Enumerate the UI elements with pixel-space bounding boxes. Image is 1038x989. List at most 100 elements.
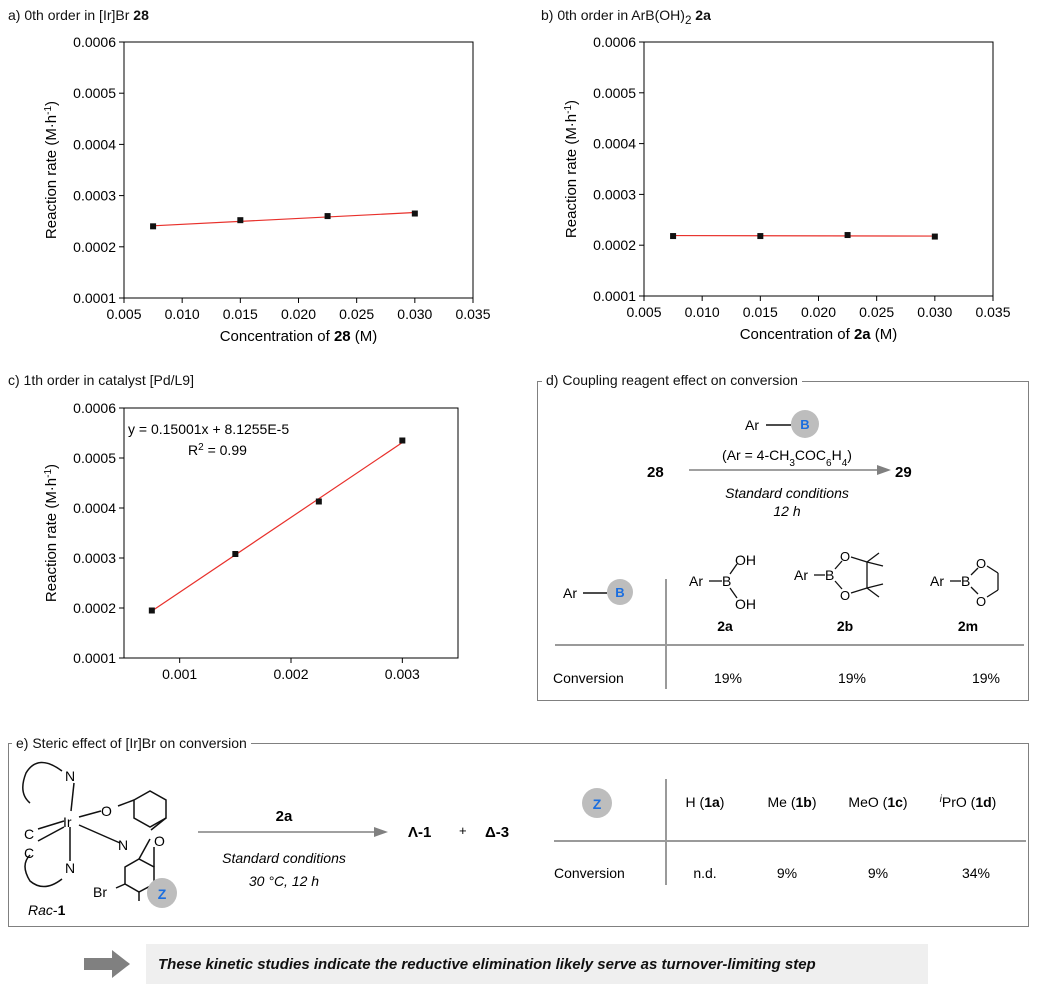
svg-text:B: B: [825, 567, 834, 583]
bubble-b-icon: [791, 410, 819, 438]
header-meo: MeO (1c): [848, 794, 907, 810]
y-tick-label: 0.0005: [73, 450, 116, 466]
chart-b: 0.0001 0.0002 0.0003 0.0004 0.0005 0.0006 0.00…: [563, 34, 1011, 343]
x-tick-label: 0.030: [397, 306, 432, 322]
conversion-2m: 19%: [972, 670, 1000, 686]
y-tick-label: 0.0006: [593, 34, 636, 50]
y-tick-label: 0.0004: [593, 136, 636, 152]
y-tick-label: 0.0005: [593, 85, 636, 101]
right-arrow-icon: [84, 950, 130, 978]
x-tick-label: 0.002: [273, 666, 308, 682]
fit-equation: y = 0.15001x + 8.1255E-5: [128, 421, 289, 437]
reactant-label: 28: [647, 464, 664, 481]
structure-2a: Ar B OH OH: [689, 552, 756, 612]
svg-text:+: +: [459, 823, 467, 838]
conversion-2b: 19%: [838, 670, 866, 686]
svg-text:Ir: Ir: [63, 814, 72, 830]
svg-text:C: C: [24, 826, 34, 842]
conversion-1c: 9%: [868, 865, 888, 881]
data-point: [324, 213, 331, 220]
x-tick-label: 0.025: [859, 304, 894, 320]
conditions-label: Standard conditions: [725, 485, 849, 501]
ar-definition: (Ar = 4-CH3COC6H4): [722, 447, 852, 469]
svg-text:Z: Z: [593, 796, 602, 812]
y-tick-label: 0.0001: [73, 290, 116, 306]
svg-text:Br: Br: [93, 884, 107, 900]
conversion-row-label: Conversion: [554, 865, 625, 881]
plot-frame: [123, 407, 459, 659]
x-tick-label: 0.020: [801, 304, 836, 320]
bubble-b-icon: [607, 579, 633, 605]
chart-a: 0.0001 0.0002 0.0003 0.0004 0.0005 0.0006 0.00…: [43, 34, 491, 345]
y-tick-label: 0.0003: [593, 186, 636, 202]
svg-text:Ar: Ar: [930, 573, 944, 589]
svg-text:OH: OH: [735, 552, 756, 568]
svg-text:N: N: [65, 860, 75, 876]
panel-a-title: a) 0th order in [Ir]Br 28: [8, 7, 149, 23]
fit-line: [153, 211, 415, 227]
svg-text:O: O: [840, 588, 850, 603]
svg-text:O: O: [976, 556, 986, 571]
temp-time-label: 30 °C, 12 h: [249, 873, 319, 889]
fit-line: [151, 442, 403, 612]
header-h: H (1a): [686, 794, 725, 810]
svg-text:B: B: [615, 585, 624, 600]
conversion-1b: 9%: [777, 865, 797, 881]
x-tick-label: 0.015: [223, 306, 258, 322]
svg-text:Ar: Ar: [794, 567, 808, 583]
svg-text:B: B: [722, 573, 731, 589]
svg-text:Ar: Ar: [689, 573, 703, 589]
svg-text:N: N: [65, 768, 75, 784]
y-tick-label: 0.0002: [73, 239, 116, 255]
svg-text:B: B: [800, 417, 809, 432]
x-tick-label: 0.001: [162, 666, 197, 682]
svg-text:O: O: [101, 803, 112, 819]
y-tick-label: 0.0004: [73, 500, 116, 516]
fit-line: [673, 234, 935, 237]
conversion-2a: 19%: [714, 670, 742, 686]
data-point: [237, 217, 244, 224]
reagent-2m-label: 2m: [958, 618, 978, 634]
x-tick-label: 0.025: [339, 306, 374, 322]
reagent-2b-label: 2b: [837, 618, 853, 634]
svg-text:O: O: [840, 549, 850, 564]
data-point: [931, 233, 938, 240]
x-tick-label: 0.010: [165, 306, 200, 322]
bubble-z-icon: [147, 878, 177, 908]
reagent-ar-label: Ar: [745, 417, 759, 433]
conversion-row-label: Conversion: [553, 670, 624, 686]
chart-c: 0.0001 0.0002 0.0003 0.0004 0.0005 0.0006 0.00…: [43, 400, 459, 682]
x-axis-label: Concentration of 28 (M): [220, 328, 378, 345]
panel-d-title: d) Coupling reagent effect on conversion: [542, 372, 802, 388]
plot-frame: [643, 41, 994, 297]
y-axis-label: Reaction rate (M·h-1): [563, 100, 581, 238]
y-tick-label: 0.0002: [593, 237, 636, 253]
data-point: [844, 232, 851, 239]
conclusion-banner: These kinetic studies indicate the reduc…: [146, 944, 928, 984]
y-tick-label: 0.0003: [73, 188, 116, 204]
data-point: [150, 223, 157, 230]
plot-frame: [123, 41, 474, 299]
bubble-z-icon: [582, 788, 612, 818]
panel-c-title: c) 1th order in catalyst [Pd/L9]: [8, 372, 194, 388]
x-tick-label: 0.010: [685, 304, 720, 320]
panel-e-frame: [8, 743, 1029, 927]
data-point: [670, 233, 677, 240]
data-point: [399, 437, 406, 444]
product-delta-3: Δ-3: [485, 824, 509, 841]
panel-d-scheme: Ar B 28 29 (Ar = 4-CH3COC6H4) Standard c…: [553, 410, 1024, 689]
x-tick-label: 0.020: [281, 306, 316, 322]
x-tick-label: 0.030: [917, 304, 952, 320]
data-point: [148, 607, 155, 614]
conditions-label: Standard conditions: [222, 850, 346, 866]
structure-2m: Ar B O O: [930, 556, 999, 609]
data-point: [232, 551, 239, 557]
svg-text:Ar: Ar: [563, 585, 577, 601]
x-tick-label: 0.003: [385, 666, 420, 682]
panel-b-title: b) 0th order in ArB(OH)2 2a: [541, 7, 711, 27]
svg-text:OH: OH: [735, 596, 756, 612]
svg-text:N: N: [118, 837, 128, 853]
time-label: 12 h: [773, 503, 800, 519]
x-tick-label: 0.005: [106, 306, 141, 322]
conversion-1d: 34%: [962, 865, 990, 881]
